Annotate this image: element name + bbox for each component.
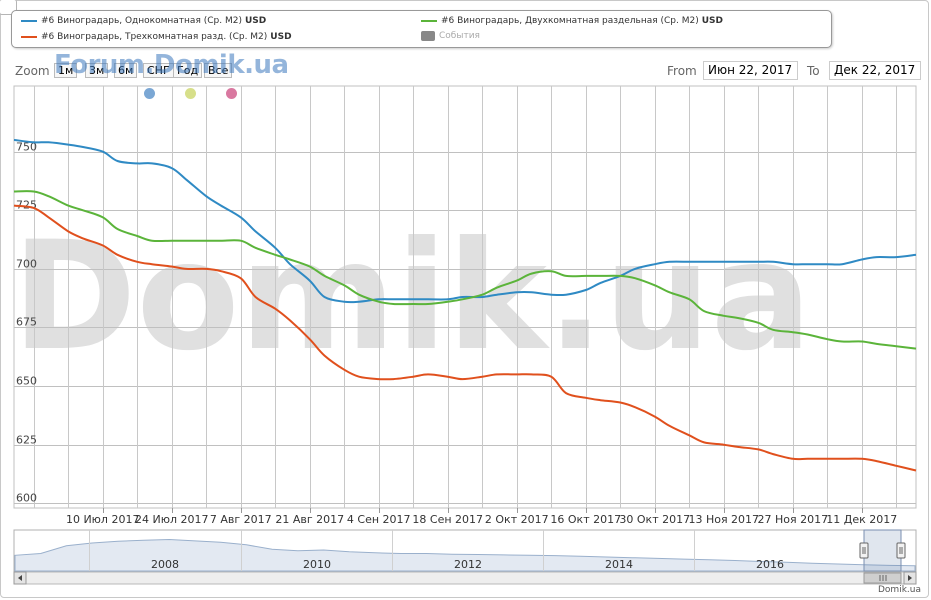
chart-grid bbox=[13, 85, 917, 509]
legend-swatch-events bbox=[421, 31, 435, 41]
y-tick-label: 675 bbox=[16, 316, 37, 329]
arrow-left-icon bbox=[18, 575, 22, 581]
series-line-2room[interactable] bbox=[13, 190, 917, 350]
navigator-handle-left[interactable] bbox=[859, 542, 869, 559]
legend-unit-3room: USD bbox=[270, 32, 292, 42]
y-tick-label: 650 bbox=[16, 375, 37, 388]
x-tick-label: 30 Окт 2017 bbox=[619, 513, 690, 526]
zoom-button-1m[interactable]: 1м bbox=[54, 63, 78, 78]
legend-unit-2room: USD bbox=[701, 16, 724, 26]
scrollbar-track[interactable] bbox=[13, 571, 917, 585]
x-tick-label: 11 Дек 2017 bbox=[826, 513, 897, 526]
navigator-year-label: 2010 bbox=[303, 558, 331, 571]
legend-label-events: События bbox=[439, 31, 480, 41]
navigator-handle-right[interactable] bbox=[896, 542, 906, 559]
navigator-year-label: 2008 bbox=[151, 558, 179, 571]
navigator[interactable]: 2008 2010 2012 2014 2016 bbox=[13, 529, 917, 585]
navigator-selection[interactable] bbox=[863, 529, 902, 572]
legend-unit-1room: USD bbox=[244, 16, 267, 26]
arrow-right-icon bbox=[908, 575, 912, 581]
series-layer bbox=[13, 138, 917, 472]
zoom-button-1y[interactable]: Год bbox=[173, 63, 203, 78]
series-line-3room[interactable] bbox=[13, 204, 917, 472]
x-tick-label: 13 Ноя 2017 bbox=[688, 513, 759, 526]
navigator-series bbox=[14, 538, 916, 572]
legend-item-2room[interactable]: #6 Виноградарь, Двухкомнатная раздельная… bbox=[421, 16, 723, 26]
watermark-forum: Forum.Domik.ua bbox=[54, 50, 289, 80]
indicator-dot-pink[interactable] bbox=[226, 88, 237, 99]
x-tick-label: 27 Ноя 2017 bbox=[757, 513, 828, 526]
legend: #6 Виноградарь, Однокомнатная (Ср. М2) U… bbox=[11, 10, 832, 48]
navigator-year-label: 2012 bbox=[454, 558, 482, 571]
x-tick-label: 4 Сен 2017 bbox=[347, 513, 411, 526]
legend-swatch-2room bbox=[421, 20, 437, 22]
range-from-label: From bbox=[667, 64, 697, 78]
indicator-dot-yellow[interactable] bbox=[185, 88, 196, 99]
x-tick-label: 7 Авг 2017 bbox=[210, 513, 272, 526]
x-tick-label: 24 Июл 2017 bbox=[135, 513, 209, 526]
legend-item-1room[interactable]: #6 Виноградарь, Однокомнатная (Ср. М2) U… bbox=[21, 16, 266, 26]
watermark-main: Domik.ua bbox=[12, 210, 812, 384]
plot-border bbox=[13, 85, 917, 509]
range-to-input[interactable]: Дек 22, 2017 bbox=[829, 61, 921, 80]
x-tick-label: 21 Авг 2017 bbox=[275, 513, 344, 526]
zoom-label: Zoom bbox=[15, 64, 50, 78]
zoom-button-3m[interactable]: 3м bbox=[85, 63, 109, 78]
legend-swatch-1room bbox=[21, 20, 37, 22]
range-from-input[interactable]: Июн 22, 2017 bbox=[703, 61, 798, 80]
legend-item-3room[interactable]: #6 Виноградарь, Трехкомнатная разд. (Ср.… bbox=[21, 32, 292, 42]
x-tick-label: 10 Июл 2017 bbox=[66, 513, 140, 526]
legend-label-1room: #6 Виноградарь, Однокомнатная (Ср. М2) bbox=[41, 16, 242, 26]
x-tick-label: 18 Сен 2017 bbox=[412, 513, 483, 526]
navigator-year-label: 2016 bbox=[756, 558, 784, 571]
legend-label-3room: #6 Виноградарь, Трехкомнатная разд. (Ср.… bbox=[41, 32, 268, 42]
y-tick-label: 750 bbox=[16, 141, 37, 154]
legend-swatch-3room bbox=[21, 36, 37, 38]
x-tick-label: 2 Окт 2017 bbox=[485, 513, 549, 526]
x-tick-label: 16 Окт 2017 bbox=[550, 513, 621, 526]
legend-label-2room: #6 Виноградарь, Двухкомнатная раздельная… bbox=[441, 16, 699, 26]
legend-item-events[interactable]: События bbox=[421, 31, 480, 41]
y-tick-label: 700 bbox=[16, 258, 37, 271]
range-to-label: To bbox=[807, 64, 820, 78]
zoom-button-6m[interactable]: 6м bbox=[114, 63, 138, 78]
zoom-button-all[interactable]: Все bbox=[204, 63, 233, 78]
y-tick-label: 625 bbox=[16, 434, 37, 447]
navigator-year-label: 2014 bbox=[605, 558, 633, 571]
series-line-1room[interactable] bbox=[13, 138, 917, 304]
y-tick-label: 600 bbox=[16, 492, 37, 505]
indicator-dot-blue[interactable] bbox=[144, 88, 155, 99]
footer-credit: Domik.ua bbox=[878, 585, 921, 595]
